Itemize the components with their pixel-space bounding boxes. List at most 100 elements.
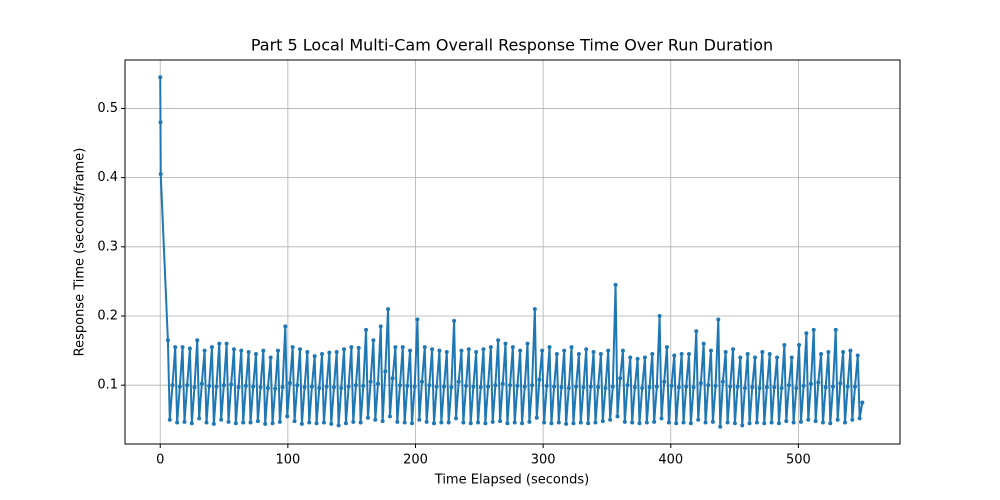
point (444, 349, 449, 354)
point (830, 384, 835, 389)
point (261, 348, 266, 353)
point (804, 331, 809, 336)
point (378, 324, 383, 329)
x-tick-label: 100 (275, 453, 300, 468)
point (158, 120, 163, 125)
point (775, 355, 780, 360)
point (158, 172, 163, 177)
point (175, 420, 180, 425)
point (798, 419, 803, 424)
point (527, 419, 532, 424)
point (488, 345, 493, 350)
point (290, 345, 295, 350)
point (520, 421, 525, 426)
point (855, 353, 860, 358)
point (454, 416, 459, 421)
point (182, 419, 187, 424)
point (270, 421, 275, 426)
point (806, 417, 811, 422)
point (537, 377, 542, 382)
point (351, 419, 356, 424)
point (331, 385, 336, 390)
point (371, 338, 376, 343)
point (654, 384, 659, 389)
point (167, 417, 172, 422)
point (738, 355, 743, 360)
point (224, 341, 229, 346)
point (456, 379, 461, 384)
point (490, 419, 495, 424)
point (173, 345, 178, 350)
point (434, 384, 439, 389)
point (486, 384, 491, 389)
point (716, 317, 721, 322)
point (706, 383, 711, 388)
point (430, 347, 435, 352)
point (346, 384, 351, 389)
point (664, 345, 669, 350)
point (334, 349, 339, 354)
point (375, 381, 380, 386)
point (464, 383, 469, 388)
point (732, 421, 737, 426)
point (518, 348, 523, 353)
line (159, 77, 864, 428)
point (442, 384, 447, 389)
point (312, 354, 317, 359)
point (615, 414, 620, 419)
point (620, 348, 625, 353)
point (622, 419, 627, 424)
point (816, 380, 821, 385)
point (481, 347, 486, 352)
point (525, 341, 530, 346)
point (415, 317, 420, 322)
point (666, 420, 671, 425)
point (754, 420, 759, 425)
point (713, 383, 718, 388)
point (542, 420, 547, 425)
point (466, 347, 471, 352)
point (813, 419, 818, 424)
point (696, 417, 701, 422)
point (581, 385, 586, 390)
point (373, 417, 378, 422)
point (283, 324, 288, 329)
point (584, 347, 589, 352)
point (365, 415, 370, 420)
point (801, 383, 806, 388)
point (263, 421, 268, 426)
point (192, 385, 197, 390)
point (642, 355, 647, 360)
point (740, 423, 745, 428)
point (591, 349, 596, 354)
point (650, 352, 655, 357)
point (566, 385, 571, 390)
point (409, 421, 414, 426)
y-tick-label: 0.3 (97, 239, 118, 254)
point (618, 376, 623, 381)
point (745, 352, 750, 357)
point (762, 421, 767, 426)
point (292, 419, 297, 424)
point (412, 384, 417, 389)
point (782, 343, 787, 348)
point (681, 420, 686, 425)
point (427, 383, 432, 388)
x-tick-label: 300 (531, 453, 556, 468)
point (608, 417, 613, 422)
point (819, 352, 824, 357)
point (364, 327, 369, 332)
point (383, 369, 388, 374)
point (432, 421, 437, 426)
point (753, 355, 758, 360)
point (496, 338, 501, 343)
point (356, 345, 361, 350)
point (226, 419, 231, 424)
point (791, 420, 796, 425)
point (669, 383, 674, 388)
point (241, 420, 246, 425)
point (786, 383, 791, 388)
point (828, 421, 833, 426)
point (797, 343, 802, 348)
